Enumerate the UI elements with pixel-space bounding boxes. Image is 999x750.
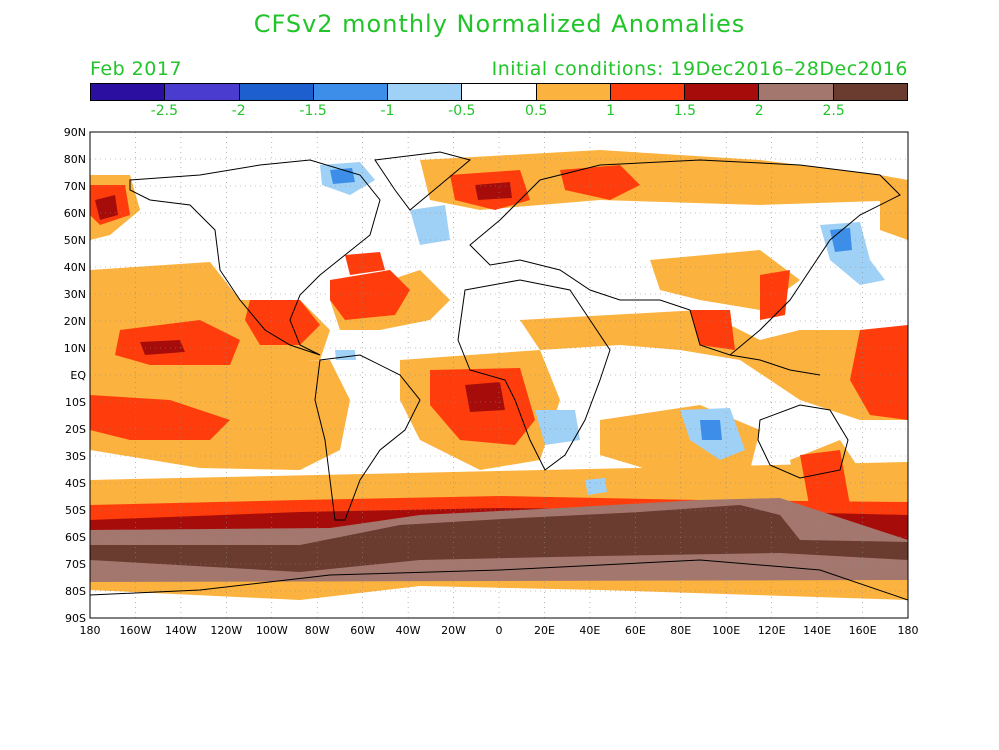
- latitude-label: 40S: [65, 477, 86, 490]
- latitude-labels: 90N 80N 70N 60N 50N 40N 30N 20N 10N EQ 10S 20S 30S 40…: [64, 126, 87, 625]
- latitude-label: 70N: [64, 180, 86, 193]
- colorbar-label: -1: [380, 103, 395, 119]
- colorbar-segment: [536, 84, 611, 100]
- latitude-label: 50N: [64, 234, 86, 247]
- longitude-label: 80E: [670, 624, 691, 637]
- anomaly-fields: [90, 132, 908, 618]
- latitude-label: 30S: [65, 450, 86, 463]
- latitude-label: 90N: [64, 126, 86, 139]
- latitude-label: 10N: [64, 342, 86, 355]
- longitude-label: 100W: [256, 624, 288, 637]
- colorbar-label: -0.5: [448, 103, 476, 119]
- longitude-label: 160W: [120, 624, 152, 637]
- colorbar-segment: [462, 84, 537, 100]
- colorbar-label: -2.5: [150, 103, 179, 119]
- latitude-label: 20N: [64, 315, 86, 328]
- colorbar-segment: [610, 84, 686, 100]
- longitude-label: 20W: [441, 624, 466, 637]
- latitude-label: 60N: [64, 207, 86, 220]
- longitude-label: 40W: [396, 624, 421, 637]
- latitude-label: 20S: [65, 423, 86, 436]
- colorbar-label: 1.5: [673, 103, 697, 119]
- longitude-label: 120W: [210, 624, 242, 637]
- longitude-label: 160E: [849, 624, 877, 637]
- longitude-label: 0: [496, 624, 503, 637]
- colorbar-label: 2: [754, 103, 764, 119]
- forecast-month: Feb 2017: [90, 58, 183, 80]
- colorbar-label: 0.5: [525, 103, 548, 119]
- colorbar-segment: [833, 84, 907, 100]
- colorbar-label: 2.5: [822, 103, 845, 119]
- colorbar-segment: [759, 84, 834, 100]
- latitude-label: 60S: [65, 531, 86, 544]
- latitude-label: 40N: [64, 261, 86, 274]
- latitude-label: 30N: [64, 288, 86, 301]
- longitude-label: 100E: [712, 624, 740, 637]
- latitude-label: 80S: [65, 585, 86, 598]
- colorbar-segment: [239, 84, 314, 100]
- longitude-label: 140E: [803, 624, 831, 637]
- colorbar-segment: [165, 84, 240, 100]
- map-title: CFSv2 monthly Normalized Anomalies: [253, 10, 746, 38]
- longitude-label: 40E: [579, 624, 600, 637]
- map-frame: [89, 131, 909, 619]
- latitude-label: 10S: [65, 396, 86, 409]
- latitude-label: 70S: [65, 558, 86, 571]
- longitude-label: 60W: [350, 624, 375, 637]
- colorbar-labels: -2.5 -2 -1.5 -1 -0.5 0.5 1 1.5 2 2.5: [90, 103, 908, 121]
- longitude-label: 180: [80, 624, 101, 637]
- longitude-labels: 180 160W 140W 120W 100W 80W 60W 40W 20W 0 20E 40E 60…: [80, 624, 919, 637]
- latitude-label: EQ: [70, 369, 86, 382]
- colorbar-label: -2: [231, 103, 246, 119]
- colorbar-segment: [388, 84, 463, 100]
- longitude-label: 180: [898, 624, 919, 637]
- colorbar-label: 1: [606, 103, 615, 119]
- colorbar-segment: [91, 84, 166, 100]
- colorbar-label: -1.5: [299, 103, 327, 119]
- longitude-label: 20E: [534, 624, 555, 637]
- latitude-label: 50S: [65, 504, 86, 517]
- initial-conditions: Initial conditions: 19Dec2016–28Dec2016: [491, 58, 908, 80]
- latitude-label: 80N: [64, 153, 86, 166]
- coastlines: [90, 151, 908, 601]
- colorbar-segment: [313, 84, 389, 100]
- longitude-label: 120E: [758, 624, 786, 637]
- colorbar: [90, 83, 908, 101]
- longitude-label: 140W: [165, 624, 197, 637]
- longitude-label: 80W: [305, 624, 330, 637]
- longitude-label: 60E: [625, 624, 646, 637]
- latitude-label: 90S: [65, 612, 86, 625]
- colorbar-segment: [685, 84, 760, 100]
